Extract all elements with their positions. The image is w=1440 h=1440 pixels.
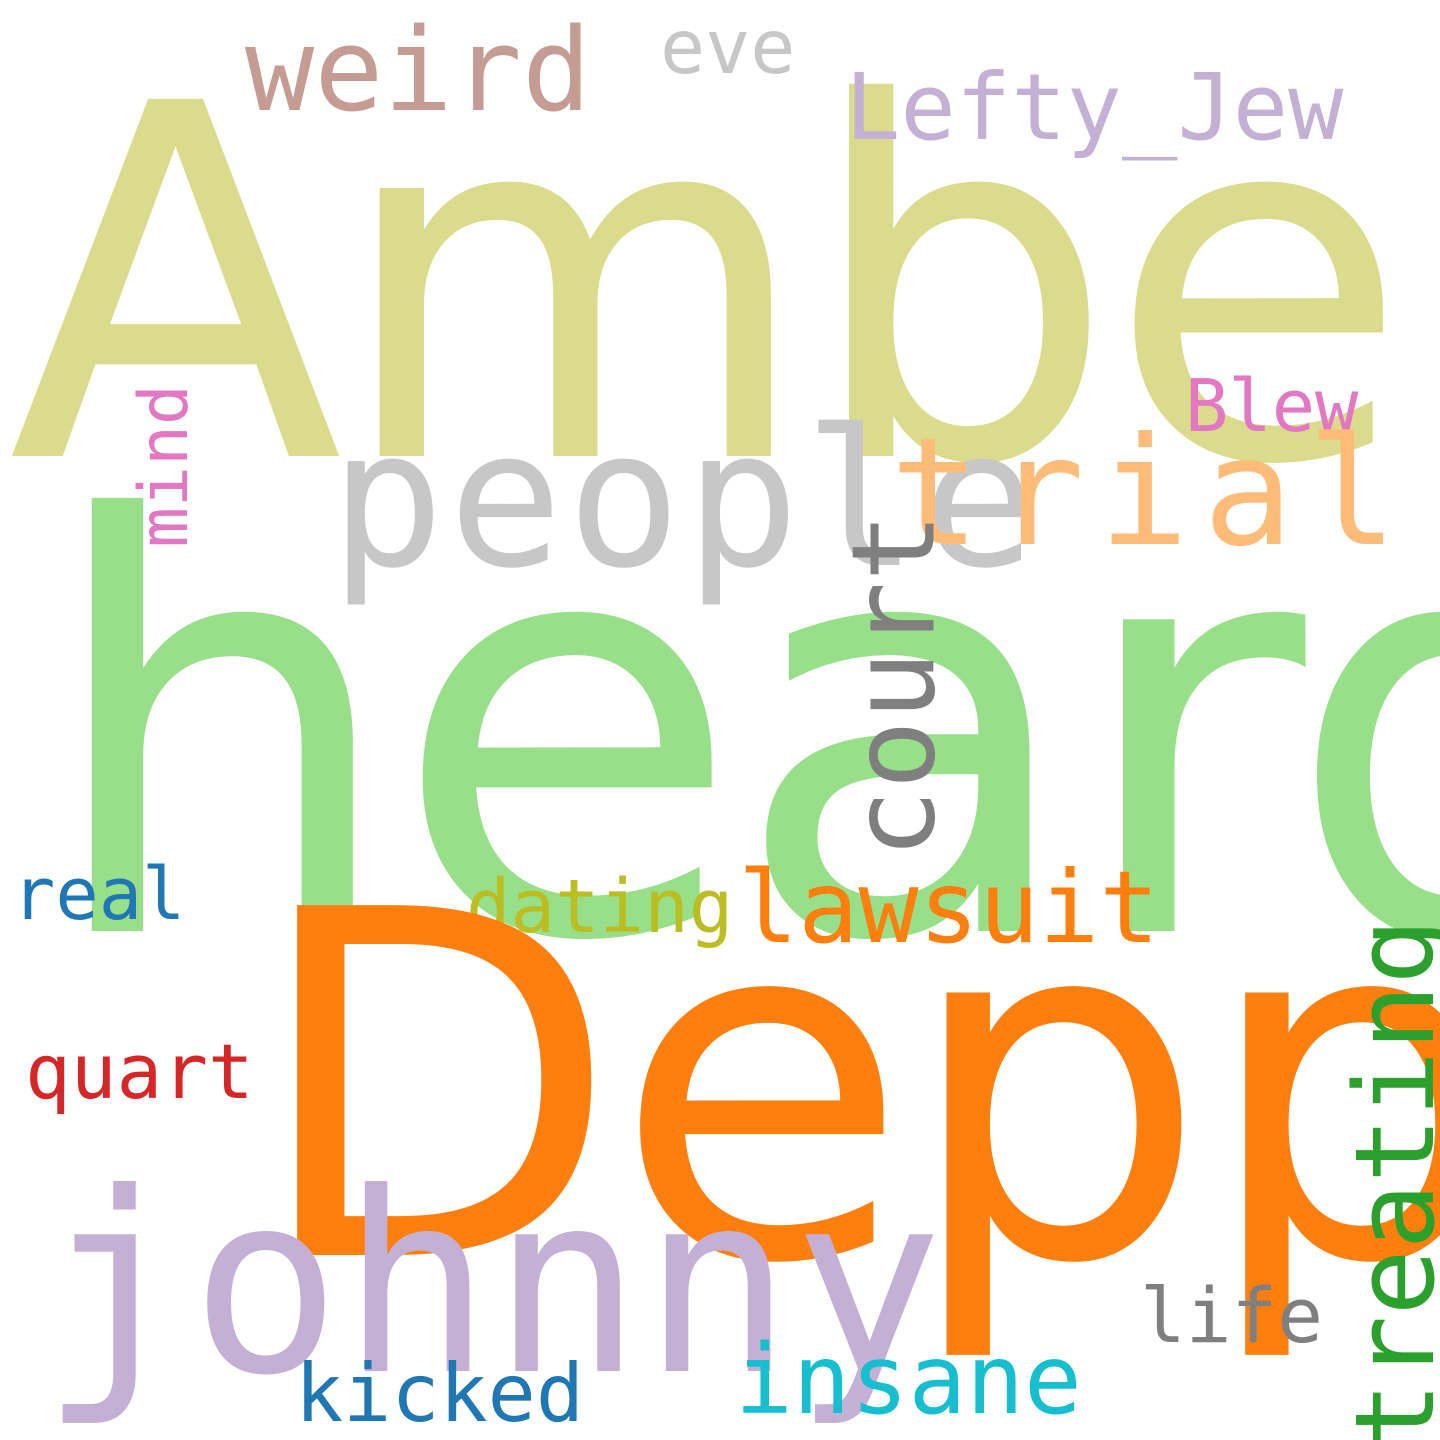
word-eve: eve: [660, 3, 796, 91]
word-lefty-jew: Lefty_Jew: [845, 54, 1344, 161]
word-johnny: johnny: [40, 1139, 944, 1430]
word-trial: trial: [890, 406, 1412, 580]
word-amber: Amber: [8, 1, 1440, 572]
word-weird: weird: [245, 4, 592, 138]
word-kicked: kicked: [295, 1347, 584, 1440]
word-insane: insane: [735, 1324, 1082, 1436]
word-dating: dating: [466, 864, 734, 950]
word-blew: Blew: [1185, 364, 1359, 448]
word-treating: treating: [1331, 918, 1440, 1440]
word-people: people: [330, 389, 1041, 610]
word-lawsuit: lawsuit: [738, 849, 1160, 966]
word-life: life: [1140, 1271, 1324, 1360]
word-real: real: [12, 852, 186, 936]
word-quart: quart: [25, 1027, 254, 1116]
word-depp: Depp: [250, 810, 1440, 1369]
word-heard: heard: [40, 403, 1440, 1066]
